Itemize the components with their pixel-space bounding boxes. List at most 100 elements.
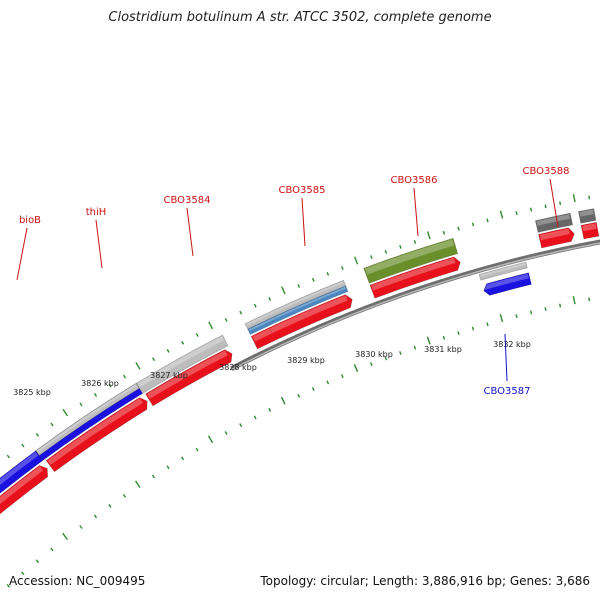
scale-tick — [268, 297, 272, 301]
scale-ticks — [6, 194, 591, 588]
cds-forward-4 — [250, 294, 353, 350]
gene-features — [0, 208, 600, 515]
scale-tick — [6, 583, 11, 588]
scale-tick — [426, 231, 431, 240]
scale-label: 3825 kbp — [13, 388, 51, 397]
cds-forward-7 — [580, 221, 600, 240]
gene-label: CBO3585 — [279, 185, 326, 196]
scale-tick — [486, 218, 489, 223]
scale-tick — [471, 326, 475, 331]
scale-tick — [62, 408, 69, 417]
scale-tick — [224, 431, 228, 435]
scale-tick — [166, 348, 170, 353]
scale-label: 3827 kbp — [150, 371, 188, 380]
scale-tick — [457, 331, 460, 335]
scale-tick — [50, 547, 54, 552]
scale-label: 3832 kbp — [493, 340, 531, 349]
scale-tick — [93, 393, 98, 397]
label-leader — [301, 197, 306, 247]
scale-tick — [297, 393, 301, 398]
scale-tick — [442, 230, 446, 235]
feature-gray-CBO3587 — [478, 261, 528, 281]
scale-tick — [239, 310, 243, 315]
scale-tick — [151, 474, 156, 479]
label-leaders — [16, 178, 559, 382]
scale-tick — [559, 201, 562, 206]
scale-tick — [544, 204, 547, 209]
scale-tick — [239, 423, 243, 428]
feature-blue-bioB — [0, 450, 44, 494]
scale-tick — [268, 408, 272, 412]
scale-labels: 3825 kbp 3826 kbp 3827 kbp 3828 kbp 3829 kbp… — [13, 340, 531, 397]
scale-tick — [399, 351, 402, 355]
scale-tick — [208, 321, 214, 330]
scale-tick — [181, 456, 185, 461]
feature-dark-CBO3588 — [534, 212, 573, 233]
topology-text: Topology: circular; Length: 3,886,916 bp… — [260, 574, 590, 588]
scale-tick — [499, 313, 504, 323]
scale-tick — [311, 277, 315, 282]
genome-backbone — [230, 239, 600, 371]
backbone-highlight — [231, 242, 600, 371]
scale-tick — [253, 303, 257, 308]
backbone-arc — [230, 239, 600, 371]
scale-tick — [370, 362, 373, 367]
scale-label: 3828 kbp — [219, 363, 257, 372]
scale-tick — [122, 493, 127, 498]
scale-tick — [457, 226, 460, 231]
scale-tick — [353, 364, 359, 372]
scale-tick — [79, 402, 83, 407]
scale-tick — [559, 303, 562, 308]
scale-tick — [384, 249, 388, 254]
scale-tick — [35, 433, 40, 437]
scale-tick — [207, 435, 214, 444]
scale-tick — [21, 443, 25, 448]
scale-tick — [442, 335, 446, 340]
scale-tick — [370, 255, 373, 260]
label-leader — [16, 227, 28, 281]
map-title: Clostridium botulinum A str. ATCC 3502, … — [108, 10, 492, 25]
scale-label: 3829 kbp — [287, 356, 325, 365]
gene-label: CBO3587 — [484, 386, 531, 397]
scale-tick — [426, 336, 431, 345]
scale-tick — [499, 210, 504, 219]
scale-tick — [21, 571, 25, 576]
scale-tick — [384, 356, 388, 361]
scale-tick — [166, 465, 170, 470]
scale-tick — [79, 525, 83, 529]
label-leader — [95, 219, 103, 269]
cds-forward-3 — [145, 349, 233, 407]
cds-reverse-CBO3587 — [483, 272, 532, 296]
scale-tick — [399, 244, 402, 249]
gene-label: bioB — [19, 215, 41, 226]
feature-gray-thiH — [35, 382, 140, 456]
scale-tick — [326, 271, 330, 276]
gene-label: CBO3584 — [164, 195, 211, 206]
scale-tick — [135, 362, 141, 370]
scale-label: 3826 kbp — [81, 379, 119, 388]
scale-tick — [471, 222, 475, 227]
scale-tick — [588, 297, 591, 302]
scale-tick — [544, 307, 547, 311]
gene-label: CBO3588 — [523, 166, 570, 177]
feature-green-CBO3586 — [363, 237, 459, 284]
scale-tick — [515, 314, 518, 319]
scale-tick — [195, 447, 199, 452]
scale-tick — [572, 296, 576, 305]
feature-gray-CBO3585 — [244, 279, 347, 330]
scale-tick — [354, 256, 359, 265]
feature-gray-CBO3584 — [135, 334, 229, 394]
accession-text: Accession: NC_009495 — [9, 574, 146, 588]
gene-labels: bioB thiH CBO3584 CBO3585 CBO3586 CBO3588 CBO3… — [19, 166, 570, 397]
scale-tick — [35, 559, 40, 564]
scale-tick — [123, 374, 127, 379]
label-leader — [549, 178, 559, 228]
scale-tick — [515, 211, 518, 215]
label-leader — [413, 187, 419, 237]
label-leader — [186, 207, 194, 257]
gene-label: thiH — [86, 207, 107, 218]
scale-tick — [326, 380, 330, 385]
scale-tick — [588, 195, 591, 200]
scale-tick — [108, 504, 112, 508]
